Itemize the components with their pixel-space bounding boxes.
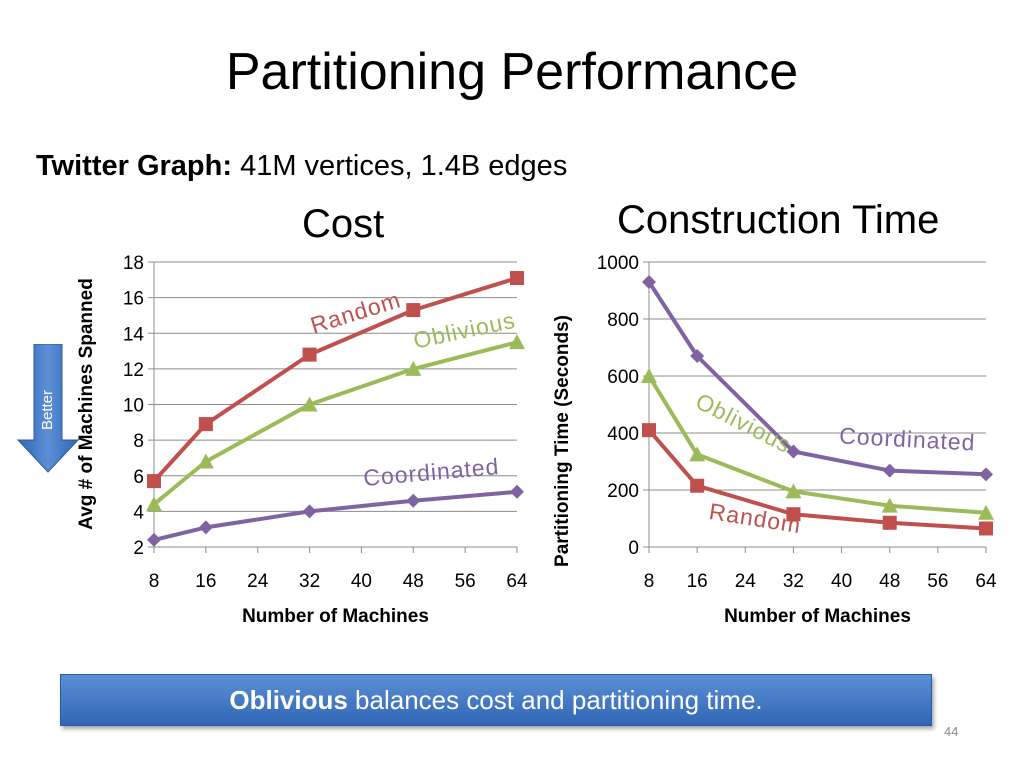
data-point-random	[642, 423, 656, 438]
series-label-coordinated: Coordinated	[839, 422, 976, 455]
data-point-random	[147, 474, 161, 489]
data-point-oblivious	[146, 496, 162, 512]
data-point-coordinated	[147, 532, 161, 547]
y-tick-label: 600	[607, 367, 639, 388]
y-tick-label: 14	[123, 324, 145, 345]
x-tick-label: 40	[831, 571, 852, 592]
y-tick-label: 8	[133, 431, 144, 452]
data-point-oblivious	[785, 483, 802, 499]
series-label-random: Random	[707, 498, 803, 538]
data-point-coordinated	[979, 467, 993, 482]
y-axis-title: Avg # of Machines Spanned	[76, 278, 97, 530]
x-tick-label: 8	[149, 571, 160, 592]
y-tick-label: 12	[123, 360, 144, 381]
x-tick-label: 64	[506, 571, 528, 592]
x-tick-label: 32	[299, 571, 320, 592]
data-point-coordinated	[302, 504, 317, 519]
subtitle-rest: 41M vertices, 1.4B edges	[232, 150, 568, 182]
data-point-coordinated	[690, 349, 705, 364]
x-axis-title: Number of Machines	[242, 606, 429, 627]
y-tick-label: 800	[607, 310, 639, 331]
data-point-coordinated	[510, 484, 524, 499]
y-tick-label: 4	[133, 502, 144, 523]
banner-rest: balances cost and partitioning time.	[347, 685, 763, 715]
y-tick-label: 16	[123, 289, 144, 310]
y-tick-label: 400	[607, 424, 639, 445]
x-tick-label: 56	[927, 571, 948, 592]
data-point-oblivious	[405, 360, 422, 376]
data-point-random	[786, 507, 801, 522]
subtitle-bold: Twitter Graph:	[36, 150, 233, 182]
x-tick-label: 16	[195, 571, 216, 592]
data-point-coordinated	[786, 444, 801, 459]
data-point-oblivious	[978, 504, 994, 520]
data-point-random	[510, 271, 524, 286]
data-point-oblivious	[641, 368, 657, 383]
x-tick-label: 24	[247, 571, 269, 592]
data-point-random	[302, 347, 317, 362]
y-tick-label: 6	[133, 467, 144, 488]
data-point-oblivious	[509, 334, 525, 350]
series-label-oblivious: Oblivious	[692, 388, 796, 458]
conclusion-banner: Oblivious balances cost and partitioning…	[60, 674, 932, 726]
y-tick-label: 2	[133, 538, 144, 559]
data-point-oblivious	[689, 446, 706, 462]
data-point-coordinated	[406, 493, 421, 508]
y-tick-label: 10	[123, 396, 144, 417]
series-label-coordinated: Coordinated	[362, 453, 500, 491]
slide-title: Partitioning Performance	[225, 43, 799, 101]
data-point-coordinated	[882, 463, 897, 478]
y-axis-title: Partitioning Time (Seconds)	[552, 315, 573, 567]
data-point-random	[882, 515, 897, 530]
data-point-random	[979, 521, 993, 536]
series-label-random: Random	[307, 286, 403, 338]
x-tick-label: 48	[403, 571, 424, 592]
y-tick-label: 18	[123, 253, 144, 274]
x-axis-title: Number of Machines	[724, 606, 911, 627]
data-point-random	[690, 478, 705, 493]
x-tick-label: 24	[735, 571, 757, 592]
x-tick-label: 16	[687, 571, 708, 592]
y-tick-label: 0	[628, 538, 639, 559]
x-tick-label: 40	[351, 571, 372, 592]
data-point-random	[198, 417, 213, 432]
x-tick-label: 32	[783, 571, 804, 592]
cost-chart-title: Cost	[302, 202, 385, 246]
x-tick-label: 56	[455, 571, 476, 592]
banner-bold: Oblivious	[229, 685, 348, 715]
x-tick-label: 8	[644, 571, 655, 592]
page-number: 44	[944, 724, 959, 739]
y-tick-label: 1000	[597, 253, 639, 274]
time-chart-title: Construction Time	[617, 198, 940, 242]
x-tick-label: 64	[975, 571, 997, 592]
data-point-random	[406, 303, 421, 318]
x-tick-label: 48	[879, 571, 900, 592]
data-point-oblivious	[301, 396, 318, 412]
dataset-subtitle: Twitter Graph: 41M vertices, 1.4B edges	[36, 148, 567, 184]
data-point-oblivious	[881, 497, 898, 513]
y-tick-label: 200	[607, 481, 639, 502]
series-line-coordinated	[153, 489, 518, 542]
better-arrow-icon	[16, 344, 80, 473]
data-point-oblivious	[197, 453, 214, 469]
data-point-coordinated	[642, 274, 656, 289]
data-point-coordinated	[198, 520, 213, 535]
